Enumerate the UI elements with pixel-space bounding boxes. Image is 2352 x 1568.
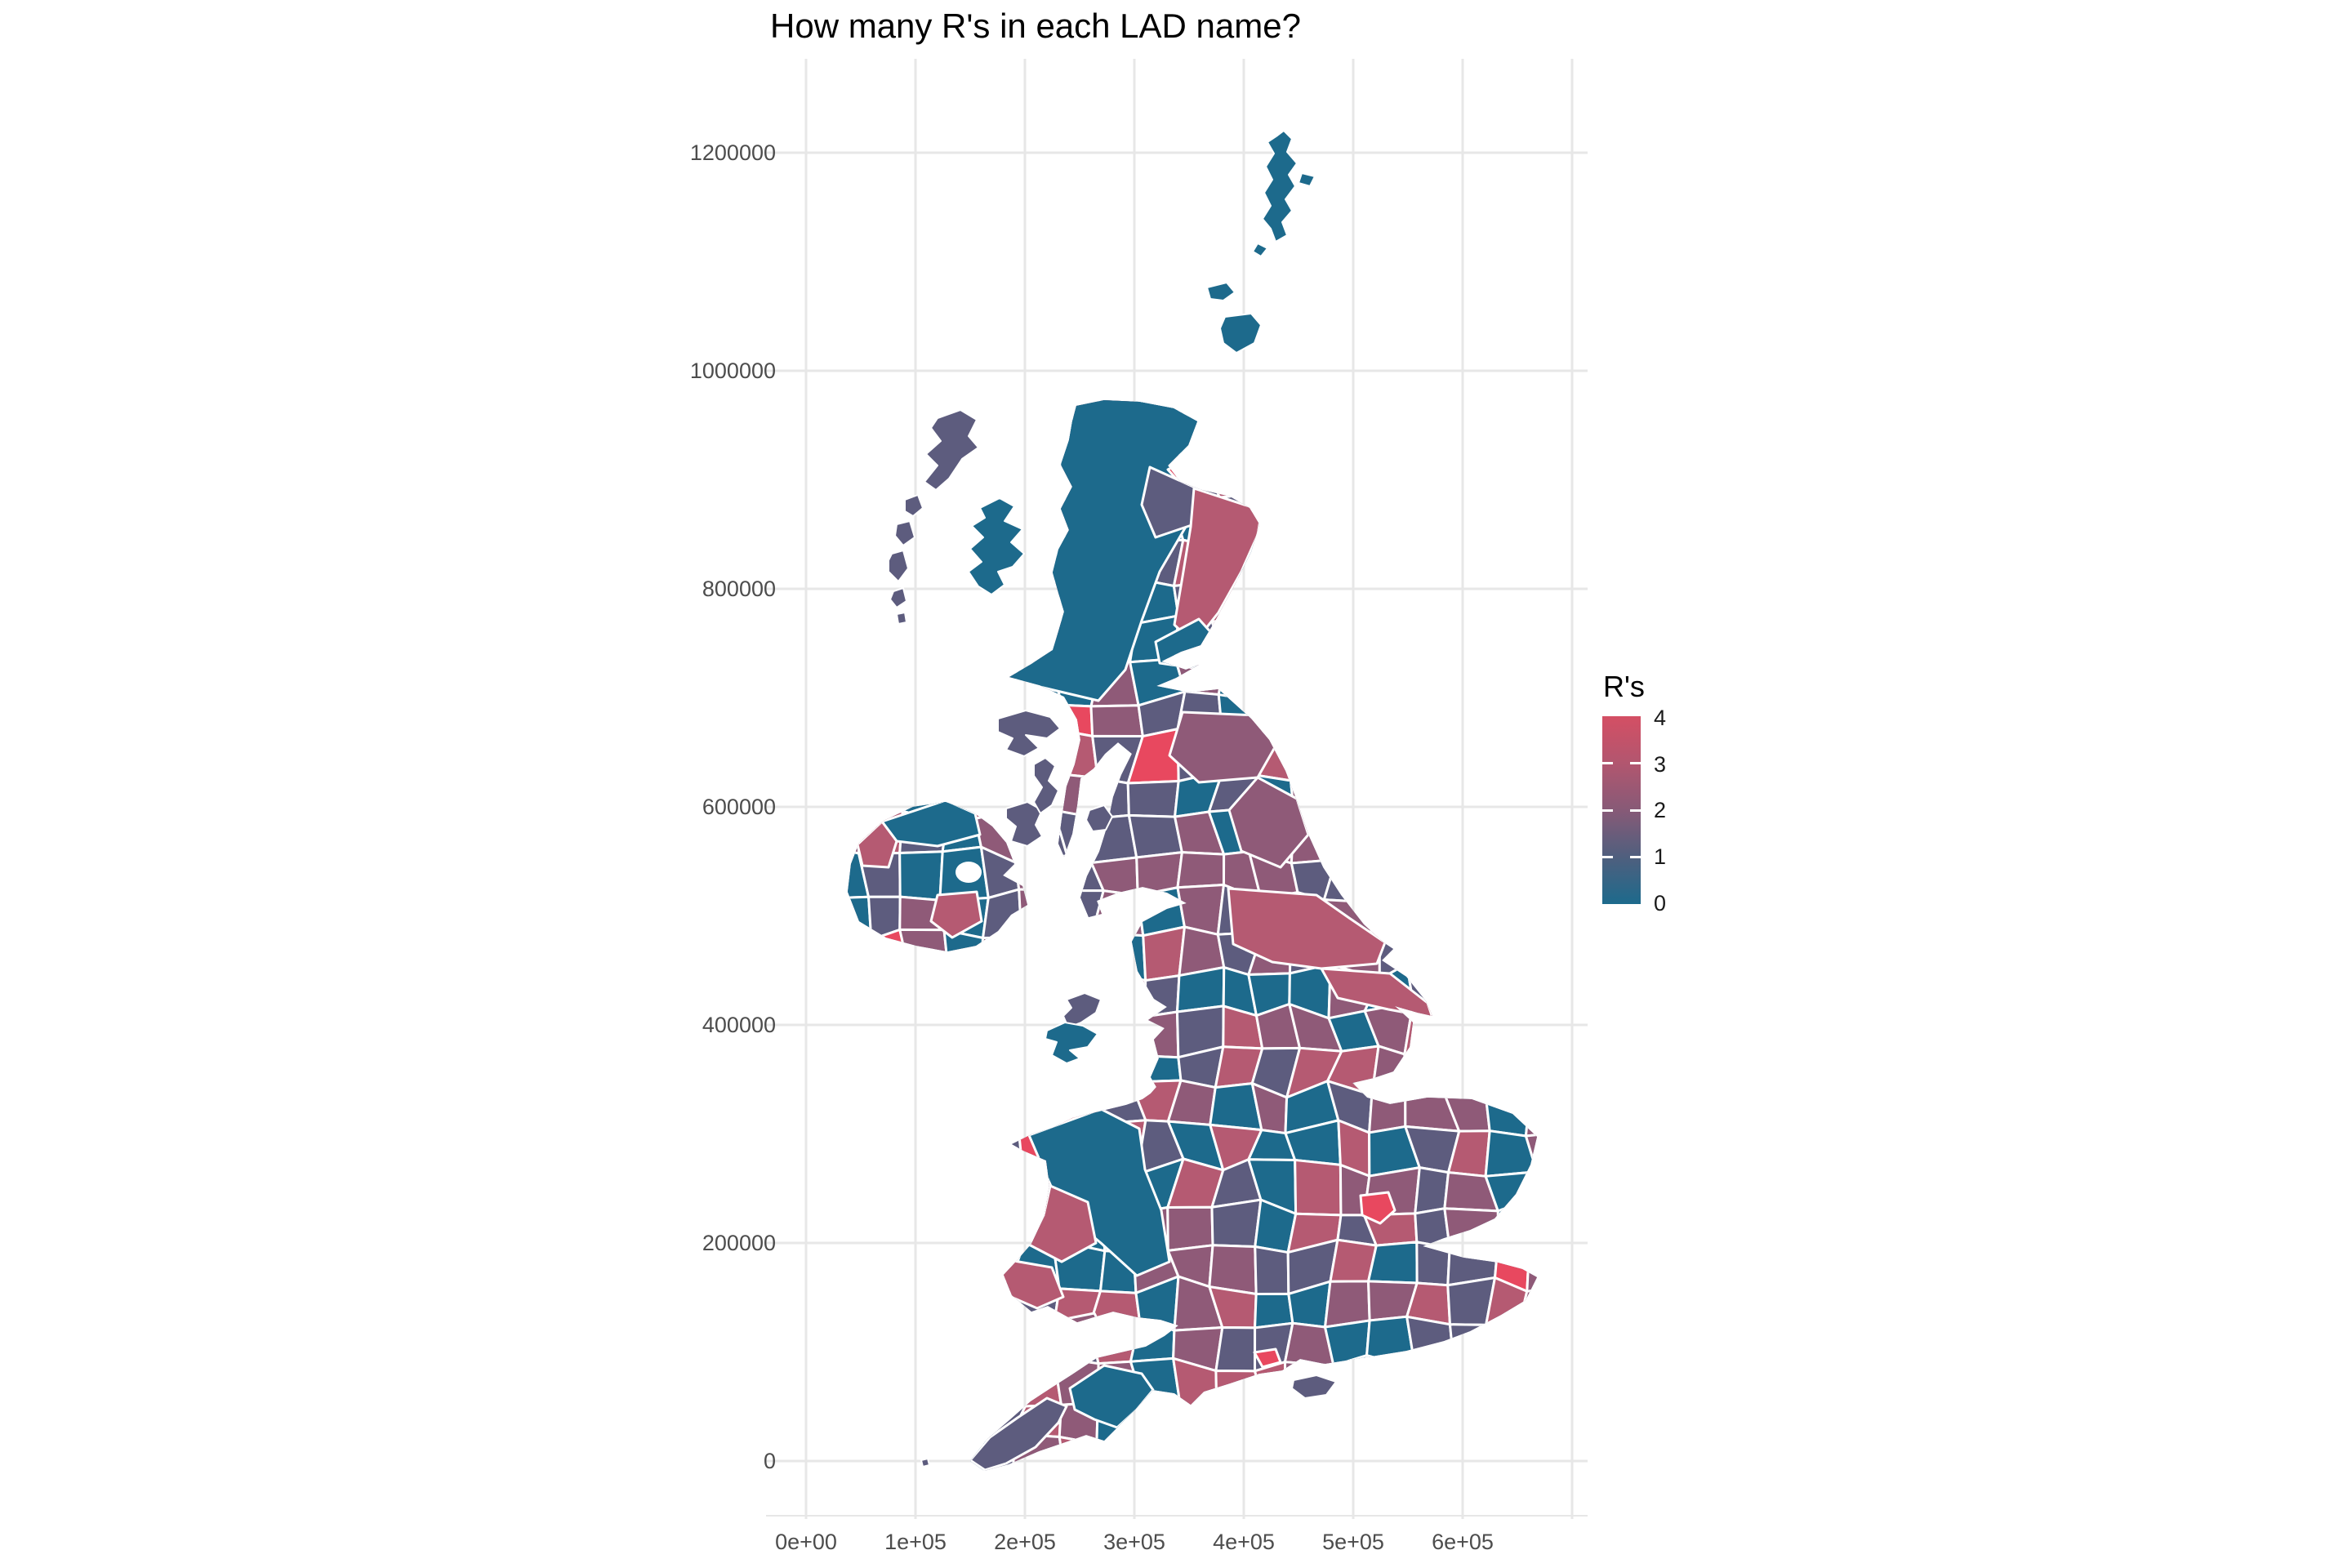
legend-tick-mark — [1630, 809, 1641, 812]
y-tick-label: 600000 — [702, 795, 776, 819]
legend-label: 3 — [1654, 752, 1667, 777]
legend-tick-mark — [1602, 809, 1613, 812]
y-tick-label: 1200000 — [689, 140, 776, 165]
x-tick-label: 1e+05 — [884, 1530, 947, 1554]
x-tick-label: 5e+05 — [1322, 1530, 1384, 1554]
legend-label: 2 — [1654, 798, 1667, 822]
x-tick-label: 6e+05 — [1432, 1530, 1494, 1554]
legend-tick-mark — [1630, 856, 1641, 858]
y-tick-label: 400000 — [702, 1013, 776, 1037]
y-tick-label: 800000 — [702, 577, 776, 601]
y-tick-label: 0 — [763, 1449, 776, 1473]
legend-tick-mark — [1602, 856, 1613, 858]
x-tick-label: 3e+05 — [1103, 1530, 1165, 1554]
legend-label: 4 — [1654, 706, 1667, 730]
page-title: How many R's in each LAD name? — [770, 7, 1301, 45]
legend-label: 0 — [1654, 891, 1667, 915]
legend-tick-mark — [1602, 762, 1613, 764]
x-tick-label: 0e+00 — [775, 1530, 837, 1554]
legend-title: R's — [1603, 670, 1645, 703]
y-tick-label: 200000 — [702, 1231, 776, 1255]
x-tick-label: 4e+05 — [1213, 1530, 1275, 1554]
y-tick-label: 1000000 — [689, 359, 776, 383]
x-tick-label: 2e+05 — [994, 1530, 1056, 1554]
legend-label: 1 — [1654, 844, 1667, 869]
legend-tick-mark — [1630, 762, 1641, 764]
